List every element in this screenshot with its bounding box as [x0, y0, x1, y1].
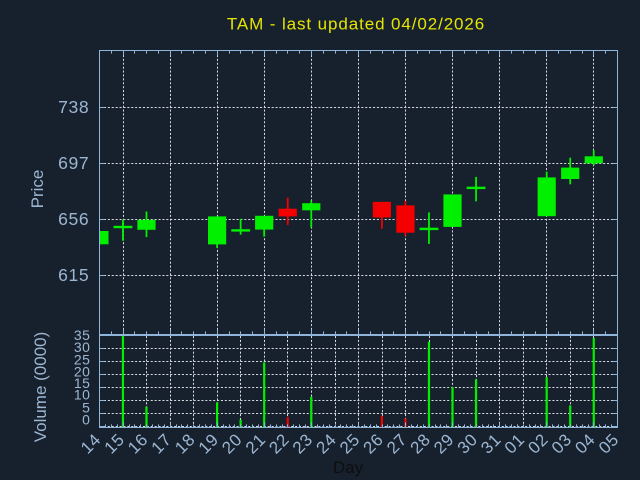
svg-text:TAM - last updated 04/02/2026: TAM - last updated 04/02/2026: [227, 15, 485, 34]
svg-text:30: 30: [74, 339, 90, 355]
svg-text:0: 0: [82, 411, 90, 427]
svg-text:Day: Day: [333, 458, 364, 477]
svg-text:10: 10: [74, 387, 90, 403]
svg-text:615: 615: [58, 265, 89, 285]
svg-text:Volume (0000): Volume (0000): [31, 332, 50, 443]
svg-text:656: 656: [58, 209, 89, 229]
svg-text:20: 20: [74, 363, 90, 379]
svg-text:35: 35: [74, 327, 90, 343]
svg-text:738: 738: [58, 97, 89, 117]
svg-text:15: 15: [74, 375, 90, 391]
svg-text:Price: Price: [28, 170, 47, 209]
svg-text:25: 25: [74, 351, 90, 367]
svg-text:5: 5: [82, 399, 90, 415]
svg-text:697: 697: [58, 153, 89, 173]
